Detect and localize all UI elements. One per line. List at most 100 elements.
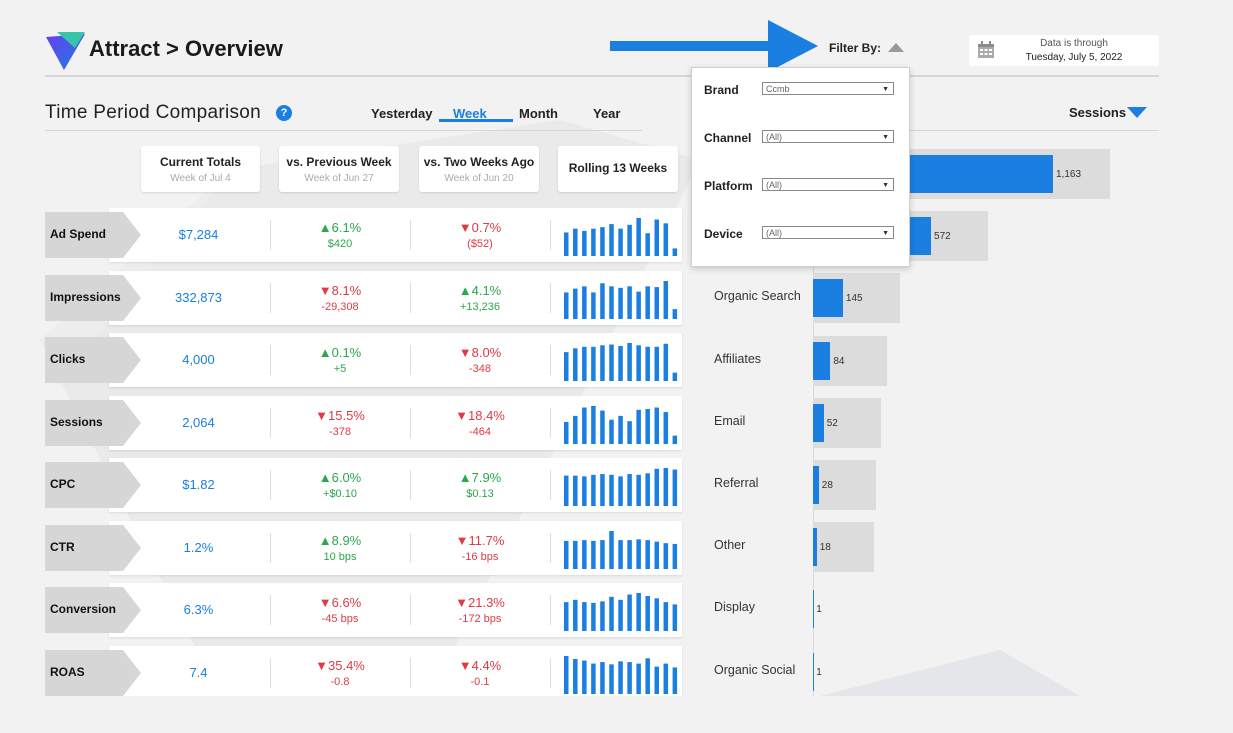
delta-value: -172 bps (458, 613, 502, 625)
vs-previous-week: ▲0.1% +5 (280, 345, 400, 375)
metric-row: 7.4 ▼35.4% -0.8 ▼4.4% -0.1 (109, 646, 682, 696)
sparkline-bar (564, 232, 569, 256)
sparkline-bar (564, 421, 569, 444)
chevron-tag-shape (45, 337, 141, 383)
current-total: $1.82 (182, 477, 215, 492)
sparkline-bar (564, 602, 569, 631)
tab-week[interactable]: Week (453, 106, 487, 121)
triangle-down-icon: ▼ (318, 283, 332, 298)
sparkline-bar (609, 474, 614, 506)
sparkline-bar (645, 658, 650, 694)
column-separator (270, 408, 271, 438)
column-separator (550, 658, 551, 688)
sparkline-bar (600, 345, 605, 381)
sessions-metric-selector[interactable]: Sessions (1069, 105, 1127, 120)
channel-value: 1,163 (1056, 169, 1082, 180)
logo-icon (46, 32, 85, 70)
column-title: vs. Previous Week (286, 155, 392, 169)
column-title: Current Totals (159, 155, 242, 169)
current-total: 332,873 (175, 290, 222, 305)
percent-value: 8.9% (331, 533, 362, 548)
percent-value: 6.0% (331, 470, 362, 485)
channel-bar-shadow (813, 460, 876, 510)
dropdown-caret-icon: ▼ (882, 182, 889, 189)
column-header-current: Current Totals Week of Jul 4 (141, 146, 260, 192)
sparkline-bar (636, 409, 641, 444)
triangle-up-icon: ▲ (458, 470, 472, 485)
caret-up-icon[interactable] (888, 43, 904, 52)
caret-down-icon[interactable] (1127, 107, 1147, 118)
channel-bar[interactable] (813, 528, 817, 566)
dropdown-caret-icon: ▼ (882, 86, 889, 93)
tab-yesterday[interactable]: Yesterday (371, 106, 433, 121)
sparkline-bar (654, 219, 659, 256)
brand-select[interactable]: Ccmb ▼ (762, 82, 894, 95)
sparkline-bar (582, 540, 587, 569)
delta-value: -464 (468, 426, 492, 438)
sparkline-bar (591, 474, 596, 506)
sparkline-bar (600, 662, 605, 694)
column-separator (550, 470, 551, 500)
column-separator (410, 408, 411, 438)
sparkline-bar (663, 281, 669, 319)
delta-value: $0.13 (466, 488, 494, 500)
vs-two-weeks-ago: ▼8.0% -348 (420, 345, 540, 375)
platform-select[interactable]: (All) ▼ (762, 178, 894, 191)
channel-label: Referral (714, 476, 759, 490)
sparkline-bar (618, 540, 623, 569)
channel-bar[interactable] (813, 279, 843, 317)
data-through-date: Tuesday, July 5, 2022 (1025, 52, 1123, 63)
rolling-13-week-sparkline (564, 218, 678, 256)
delta-value: -378 (328, 426, 352, 438)
current-total: 4,000 (182, 352, 215, 367)
triangle-up-icon: ▲ (318, 470, 332, 485)
channel-bar[interactable] (813, 342, 831, 380)
sparkline-bar (591, 602, 596, 631)
sparkline-bar (645, 540, 650, 569)
device-select[interactable]: (All) ▼ (762, 226, 894, 239)
triangle-down-icon: ▼ (458, 220, 472, 235)
sparkline-bar (672, 435, 678, 444)
percent-change: ▼35.4% (280, 658, 400, 673)
percent-value: 11.7% (468, 533, 505, 548)
delta-value: -0.1 (470, 676, 490, 688)
sparkline-bar (618, 661, 623, 694)
vs-previous-week: ▼8.1% -29,308 (280, 283, 400, 313)
percent-value: 35.4% (328, 658, 365, 673)
channel-value: 52 (826, 418, 838, 429)
triangle-up-icon: ▲ (318, 533, 332, 548)
column-separator (410, 470, 411, 500)
sparkline-bar (564, 475, 569, 506)
column-header-rolling: Rolling 13 Weeks (558, 146, 678, 192)
percent-change: ▼18.4% (420, 408, 540, 423)
delta-value: 10 bps (323, 551, 357, 563)
metric-name: CPC (50, 477, 76, 491)
delta-value: -0.8 (330, 676, 350, 688)
triangle-down-icon: ▼ (458, 658, 472, 673)
tab-month[interactable]: Month (519, 106, 558, 121)
sparkline-bar (573, 659, 578, 694)
help-icon[interactable]: ? (276, 105, 292, 121)
channel-bar-shadow (813, 398, 881, 448)
filter-by-button[interactable]: Filter By: (829, 41, 882, 55)
tab-year[interactable]: Year (593, 106, 621, 121)
channel-bar[interactable] (813, 466, 819, 504)
channel-label: Organic Social (714, 663, 796, 677)
channel-select[interactable]: (All) ▼ (762, 130, 894, 143)
column-separator (270, 345, 271, 375)
percent-change: ▲8.9% (280, 533, 400, 548)
sparkline-bar (618, 228, 623, 256)
sparkline-bar (636, 291, 641, 319)
filter-label-channel: Channel (704, 131, 752, 145)
sparkline-bar (645, 286, 650, 319)
tab-week-underline (439, 119, 513, 122)
sparkline-bar (582, 476, 587, 506)
vs-previous-week: ▼6.6% -45 bps (280, 595, 400, 625)
percent-change: ▼4.4% (420, 658, 540, 673)
sparkline-bar (672, 543, 678, 569)
sparkline-bar (627, 343, 632, 381)
sparkline-bar (600, 283, 605, 319)
channel-bar[interactable] (813, 404, 824, 442)
sparkline-bar (672, 469, 678, 506)
delta-value: +$0.10 (323, 488, 357, 500)
